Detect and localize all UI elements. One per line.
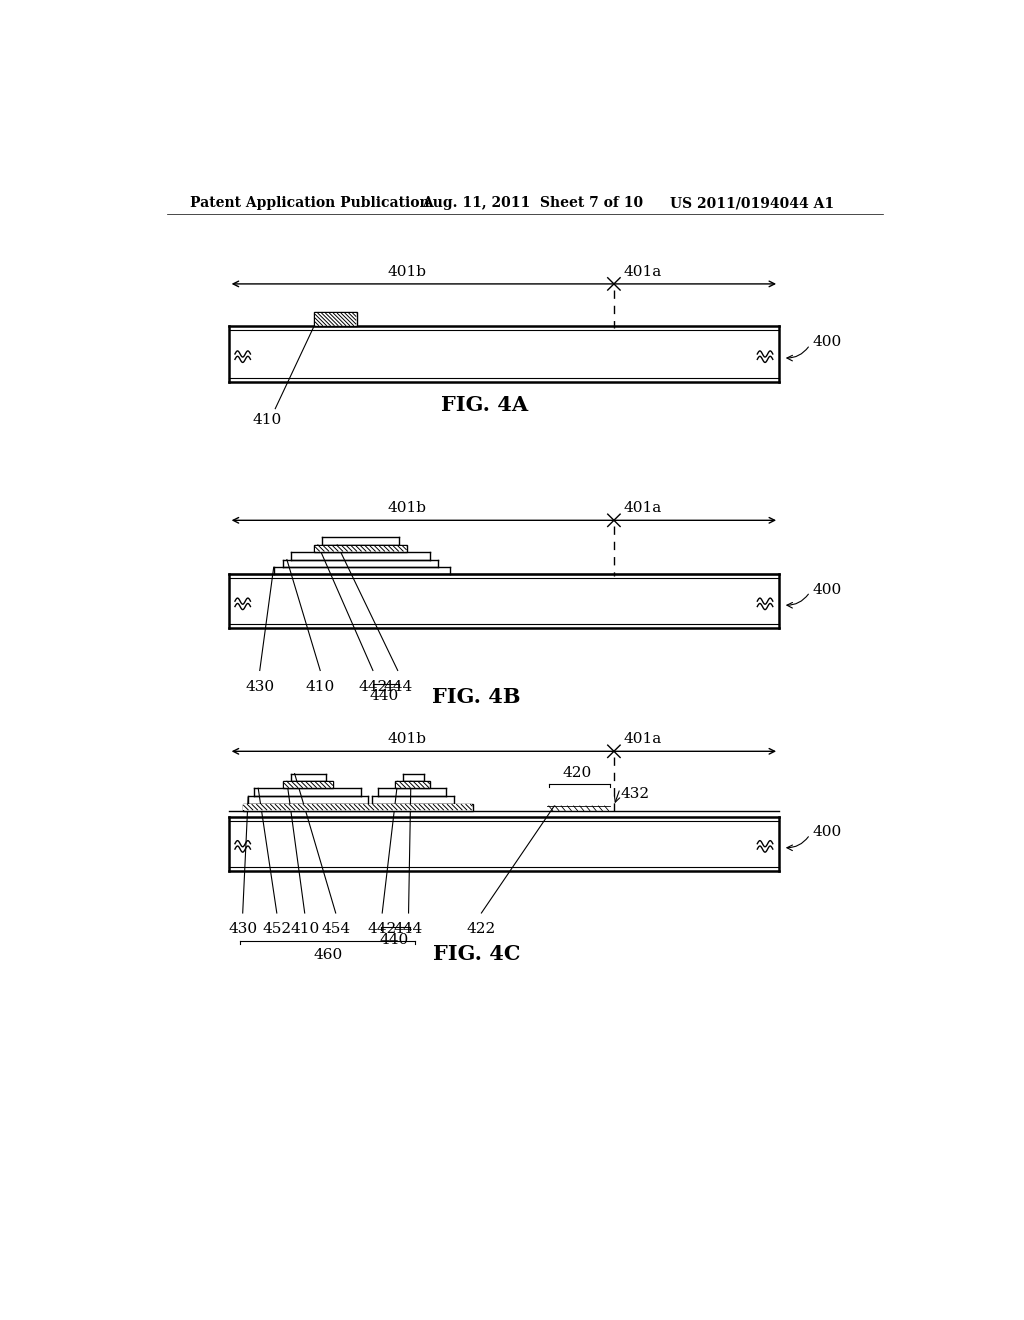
Text: 460: 460 [313, 949, 343, 962]
Text: 444: 444 [383, 680, 413, 694]
Bar [284, 781, 333, 788]
Text: 401a: 401a [624, 502, 662, 515]
Bar [314, 545, 407, 552]
Text: Aug. 11, 2011  Sheet 7 of 10: Aug. 11, 2011 Sheet 7 of 10 [423, 197, 644, 210]
Text: 401b: 401b [387, 502, 427, 515]
Text: 440: 440 [369, 689, 398, 704]
Bar [314, 313, 356, 326]
Text: 400: 400 [812, 335, 842, 350]
Text: FIG. 4B: FIG. 4B [432, 688, 521, 708]
Text: 430: 430 [228, 923, 257, 936]
Text: 401b: 401b [387, 264, 427, 279]
Text: 442: 442 [368, 923, 397, 936]
Text: 400: 400 [812, 825, 842, 840]
Text: 401a: 401a [624, 264, 662, 279]
Text: FIG. 4A: FIG. 4A [441, 395, 528, 414]
Text: 442: 442 [358, 680, 387, 694]
Text: 452: 452 [262, 923, 292, 936]
Bar [396, 781, 429, 788]
Bar [243, 804, 473, 810]
Text: 444: 444 [394, 923, 423, 936]
Bar [283, 781, 334, 788]
Text: 430: 430 [245, 680, 274, 694]
Text: 410: 410 [253, 412, 283, 426]
Text: FIG. 4C: FIG. 4C [433, 944, 520, 964]
Bar [314, 545, 407, 552]
Text: 422: 422 [467, 923, 496, 936]
Bar [314, 313, 356, 326]
Text: 410: 410 [305, 680, 335, 694]
Text: US 2011/0194044 A1: US 2011/0194044 A1 [671, 197, 835, 210]
Text: 440: 440 [379, 933, 409, 946]
Text: 454: 454 [322, 923, 350, 936]
Text: 401a: 401a [624, 733, 662, 746]
Text: 401b: 401b [387, 733, 427, 746]
Text: 420: 420 [563, 766, 592, 780]
Text: Patent Application Publication: Patent Application Publication [190, 197, 430, 210]
Text: 410: 410 [290, 923, 319, 936]
Text: 400: 400 [812, 582, 842, 597]
Bar [395, 781, 430, 788]
Text: 432: 432 [621, 788, 649, 801]
Bar [244, 804, 472, 810]
